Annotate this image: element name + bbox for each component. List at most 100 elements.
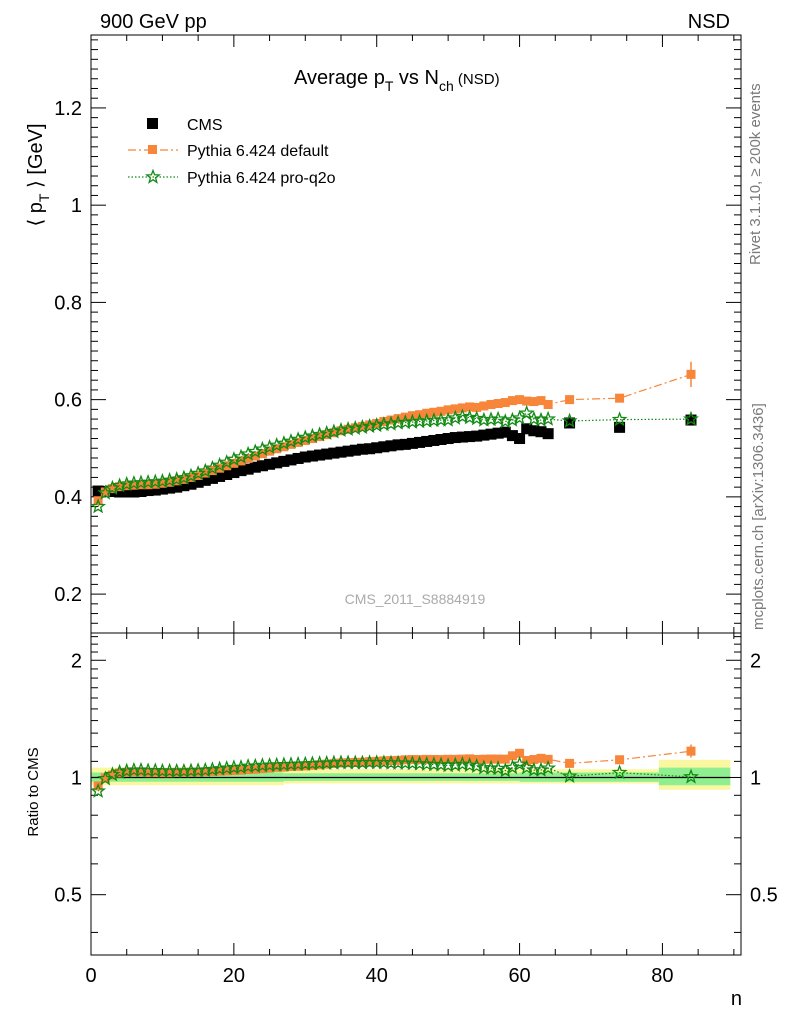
- ratio-uncertainty-bands: [91, 759, 731, 790]
- pythia-default-ratio-point: [136, 767, 146, 777]
- y-tick-label: 0.8: [54, 292, 82, 314]
- ratio-tick-label-right: 2: [750, 650, 761, 672]
- cms-point: [199, 474, 211, 486]
- process-label: NSD: [688, 11, 730, 33]
- cms-point: [314, 449, 326, 461]
- pythia-default-ratio-point: [350, 757, 360, 767]
- cms-point: [349, 444, 361, 456]
- series-line: [97, 762, 692, 792]
- cms-point: [235, 465, 247, 477]
- pythia-default-ratio-point: [515, 748, 525, 758]
- pythia-default-ratio-point: [207, 766, 217, 776]
- pythia-default-point: [129, 480, 139, 490]
- cms-point: [464, 431, 476, 443]
- pythia-default-point: [443, 405, 453, 415]
- mcplots-label: mcplots.cern.ch [arXiv:1306.3436]: [750, 403, 767, 630]
- y-tick-label: 1: [71, 195, 82, 217]
- pythia-default-ratio-point: [493, 754, 503, 764]
- pythia-q2o-point: [268, 436, 285, 453]
- cms-point: [528, 425, 540, 437]
- pythia-q2o-ratio-point: [197, 761, 214, 777]
- pythia-default-point: [565, 395, 575, 405]
- pythia-default-point: [450, 404, 460, 414]
- legend-marker-cms: [147, 118, 158, 129]
- pythia-default-point: [257, 449, 267, 459]
- pythia-default-ratio-point: [372, 756, 382, 766]
- pythia-default-point: [329, 428, 339, 438]
- pythia-default-point: [229, 458, 239, 468]
- pythia-q2o-point: [561, 412, 578, 428]
- pythia-q2o-ratio-point: [218, 759, 235, 775]
- cms-point: [356, 443, 368, 455]
- pythia-default-ratio-point: [122, 767, 132, 777]
- pythia-q2o-point: [154, 472, 171, 489]
- pythia-q2o-point: [311, 426, 328, 442]
- pythia-default-ratio-point: [179, 767, 189, 777]
- pythia-default-point: [350, 423, 360, 433]
- pythia-q2o-point: [497, 413, 514, 429]
- cms-point: [428, 434, 440, 446]
- rivet-label: Rivet 3.1.10, ≥ 200k events: [747, 83, 764, 265]
- pythia-default-ratio-point: [329, 759, 339, 769]
- pythia-q2o-ratio-point: [490, 760, 507, 776]
- legend: CMS Pythia 6.424 default Pythia 6.424 pr…: [128, 117, 336, 187]
- pythia-q2o-point: [347, 419, 364, 436]
- pythia-q2o-point: [490, 410, 507, 426]
- pythia-q2o-point: [383, 415, 399, 431]
- pythia-q2o-ratio-point: [561, 767, 578, 783]
- pythia-default-point: [343, 424, 353, 434]
- y-axis-label: ⟨ pT ⟩ [GeV]: [25, 123, 52, 226]
- pythia-q2o-point: [461, 409, 478, 425]
- main-series: [90, 361, 699, 514]
- cms-point: [264, 458, 276, 470]
- pythia-q2o-ratio-point: [211, 760, 228, 776]
- title-main: Average p: [294, 67, 385, 89]
- pythia-default-point: [107, 484, 117, 494]
- cms-point: [206, 472, 218, 484]
- cms-point: [228, 467, 240, 479]
- pythia-q2o-ratio-point: [454, 756, 471, 772]
- pythia-q2o-point: [333, 421, 349, 437]
- pythia-default-ratio-point: [107, 770, 117, 780]
- legend-label-cms: CMS: [187, 117, 223, 134]
- pythia-q2o-point: [297, 429, 314, 445]
- pythia-q2o-point: [368, 417, 385, 433]
- pythia-default-point: [393, 414, 403, 424]
- ratio-series: [90, 744, 699, 798]
- pythia-default-ratio-point: [115, 768, 125, 778]
- pythia-default-point: [507, 396, 517, 406]
- cms-point: [285, 454, 297, 466]
- cms-point: [328, 447, 340, 459]
- pythia-default-point: [522, 396, 532, 406]
- pythia-default-point: [100, 487, 110, 497]
- pythia-default-point: [243, 453, 253, 463]
- pythia-q2o-ratio-point: [540, 759, 557, 775]
- x-tick-label: 40: [366, 965, 388, 987]
- pythia-default-ratio-point: [100, 773, 110, 783]
- pythia-default-point: [686, 369, 696, 379]
- cms-point: [221, 469, 233, 481]
- pythia-default-point: [529, 397, 539, 407]
- title-tail: (NSD): [454, 71, 500, 88]
- cms-point: [364, 443, 376, 455]
- pythia-default-point: [172, 476, 182, 486]
- pythia-q2o-ratio-point: [90, 782, 107, 798]
- pythia-default-ratio-point: [615, 755, 625, 765]
- pythia-default-point: [165, 477, 175, 487]
- cms-point: [278, 455, 290, 467]
- cms-point: [256, 460, 268, 472]
- cms-point: [435, 434, 447, 446]
- pythia-default-ratio-point: [407, 755, 417, 765]
- pythia-default-point: [315, 432, 325, 442]
- cms-point: [521, 423, 533, 435]
- pythia-default-point: [465, 402, 475, 412]
- analysis-watermark: CMS_2011_S8884919: [345, 591, 486, 607]
- cms-point: [414, 436, 426, 448]
- pythia-q2o-ratio-point: [468, 757, 485, 773]
- pythia-default-point: [193, 470, 203, 480]
- cms-point: [164, 482, 176, 494]
- pythia-default-ratio-point: [507, 751, 517, 761]
- pythia-q2o-ratio-point: [204, 761, 221, 777]
- pythia-default-ratio-point: [186, 767, 196, 777]
